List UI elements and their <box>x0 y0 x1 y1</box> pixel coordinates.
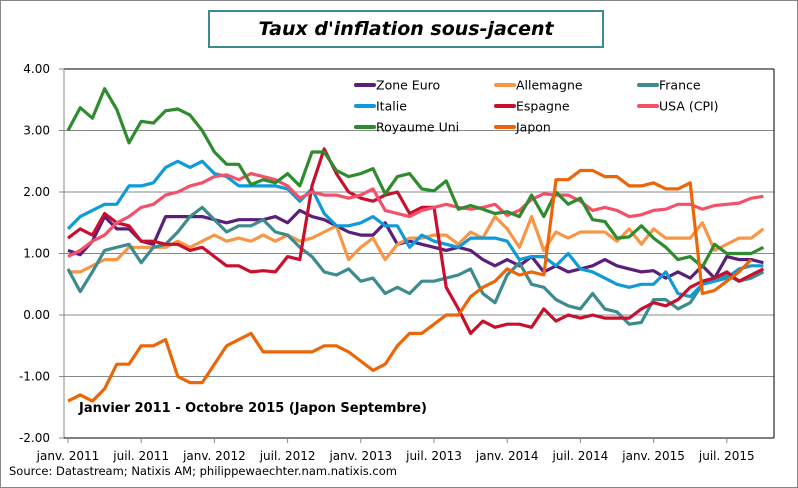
x-tick-label: juil. 2013 <box>405 449 462 463</box>
x-tick-label: janv. 2011 <box>36 449 100 463</box>
series-line-japon <box>67 168 753 403</box>
y-tick-label: 2.00 <box>23 185 50 199</box>
legend-label: Japon <box>515 120 551 135</box>
chart-title-box: Taux d'inflation sous-jacent <box>208 10 604 48</box>
x-tick-label: janv. 2013 <box>328 449 392 463</box>
series-line-royaume-uni <box>66 87 765 269</box>
series-line-espagne <box>67 147 765 335</box>
x-tick-label: juil. 2012 <box>259 449 316 463</box>
x-tick-label: janv. 2012 <box>182 449 246 463</box>
y-tick-label: -1.00 <box>19 370 50 384</box>
y-tick-label: 3.00 <box>23 124 50 138</box>
series-line-allemagne <box>68 215 765 274</box>
chart-title: Taux d'inflation sous-jacent <box>258 18 554 40</box>
series-line-italie <box>66 159 764 299</box>
series-line-usa-cpi- <box>67 172 764 259</box>
chart-annotation: Janvier 2011 - Octobre 2015 (Japon Septe… <box>79 401 427 416</box>
legend-label: USA (CPI) <box>659 99 719 114</box>
x-tick-label: juil. 2014 <box>552 449 609 463</box>
source-note: Source: Datastream; Natixis AM; philippe… <box>9 464 397 478</box>
y-tick-label: 4.00 <box>23 62 50 76</box>
legend-label: Zone Euro <box>376 78 440 93</box>
x-tick-label: juil. 2011 <box>112 449 169 463</box>
legend-label: Royaume Uni <box>376 120 459 135</box>
y-tick-label: 1.00 <box>23 247 50 261</box>
series-line-france <box>66 205 765 326</box>
y-tick-label: -2.00 <box>19 431 50 445</box>
x-tick-label: juil. 2015 <box>698 449 755 463</box>
legend-label: France <box>659 78 701 93</box>
x-tick-label: janv. 2014 <box>475 449 539 463</box>
x-tick-label: janv. 2015 <box>621 449 685 463</box>
legend-label: Allemagne <box>516 78 583 93</box>
legend-label: Espagne <box>516 99 570 114</box>
y-tick-label: 0.00 <box>23 308 50 322</box>
legend-label: Italie <box>376 99 407 114</box>
